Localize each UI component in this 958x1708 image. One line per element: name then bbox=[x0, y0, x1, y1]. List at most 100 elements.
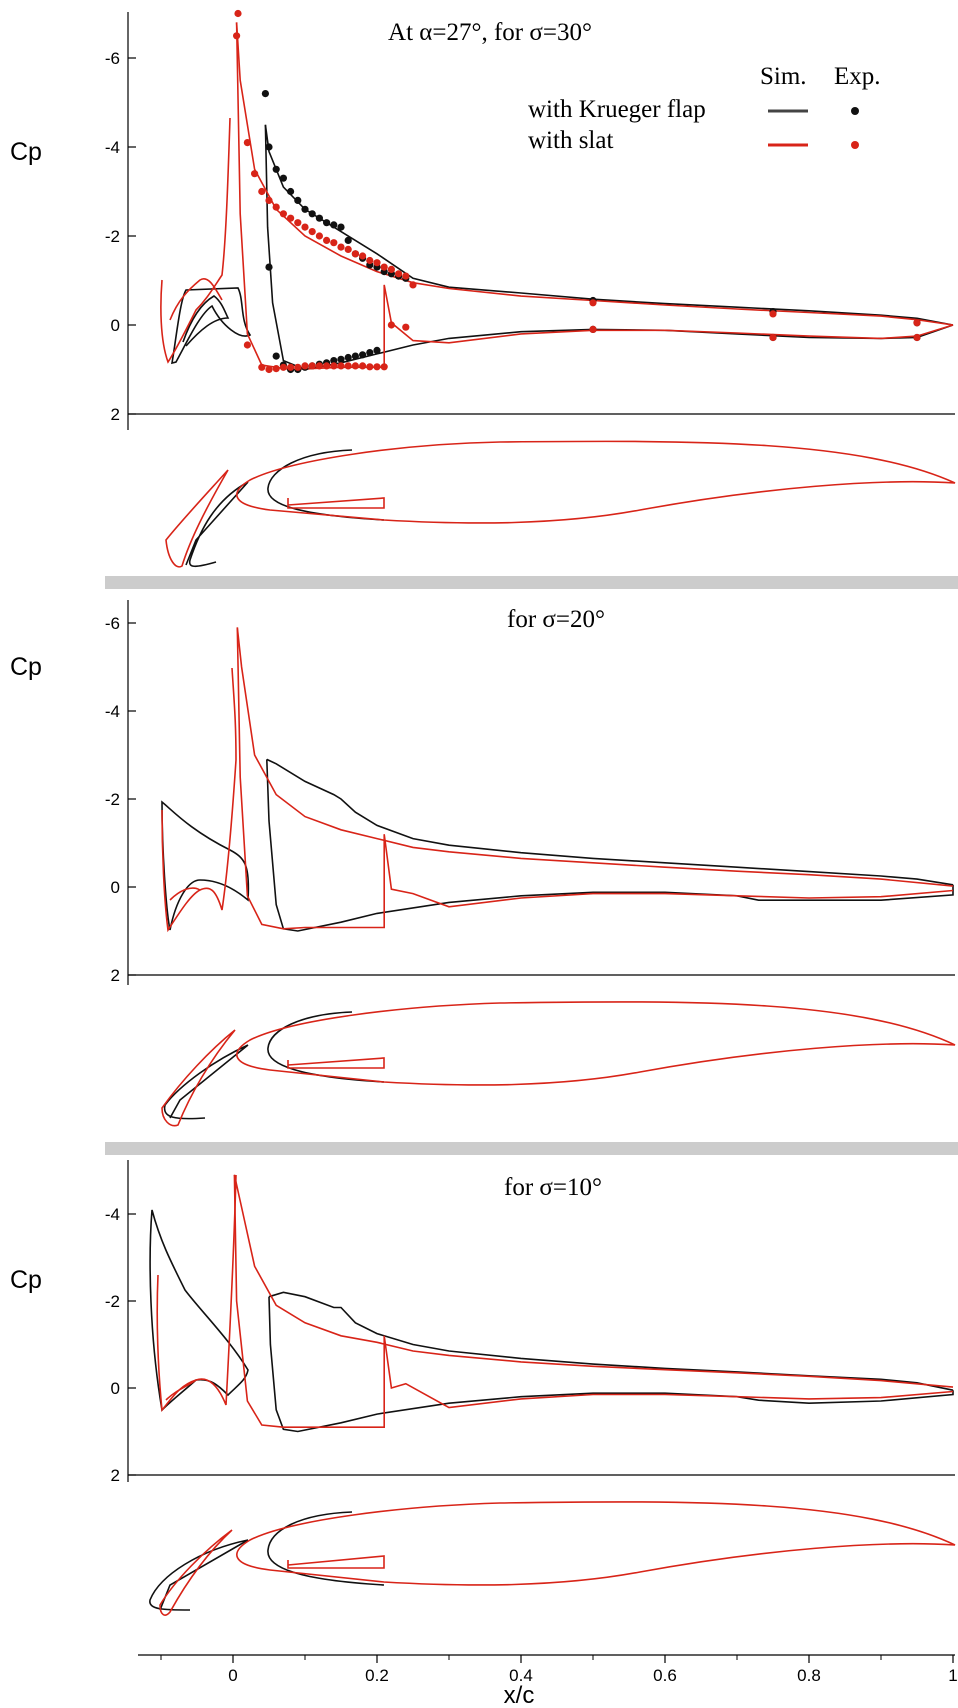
krueger-le-inner-loop bbox=[182, 295, 230, 347]
axes: -6 -4 -2 0 2 bbox=[105, 12, 955, 430]
x-tick-label: 0 bbox=[228, 1666, 237, 1685]
series-line-slat-lower bbox=[233, 1174, 954, 1428]
cp-axis-label: Cp bbox=[10, 653, 42, 681]
exp-point-slat bbox=[589, 325, 597, 333]
y-tick-label: -4 bbox=[105, 138, 120, 157]
legend-dot-krueger bbox=[851, 107, 859, 115]
exp-point-slat bbox=[308, 228, 316, 236]
exp-point-slat bbox=[387, 265, 395, 273]
exp-point-krueger bbox=[351, 352, 359, 360]
krueger-le-cp-loop bbox=[149, 1209, 249, 1412]
exp-point-slat bbox=[258, 363, 266, 371]
exp-point-slat bbox=[330, 239, 338, 247]
exp-point-krueger bbox=[308, 210, 316, 218]
exp-point-slat bbox=[323, 362, 331, 370]
exp-point-slat bbox=[589, 299, 597, 307]
series-group bbox=[233, 9, 954, 374]
series-line-krueger-upper bbox=[266, 758, 954, 886]
exp-point-krueger bbox=[337, 355, 345, 363]
exp-point-slat bbox=[373, 259, 381, 267]
panel-sigma-20: for σ=20° Cp -6 -4 -2 0 2 bbox=[10, 600, 956, 1127]
airfoil-geometry-sigma-10 bbox=[149, 1501, 956, 1616]
x-tick-label: 1 bbox=[948, 1666, 957, 1685]
exp-point-slat bbox=[234, 9, 242, 18]
exp-point-krueger bbox=[301, 205, 309, 213]
krueger-flap bbox=[185, 481, 249, 568]
panel-separator-2 bbox=[105, 1142, 958, 1155]
panel-sigma-30: At α=27°, for σ=30° Cp Sim. Exp. with Kr… bbox=[10, 9, 956, 568]
exp-point-slat bbox=[265, 196, 273, 204]
exp-point-slat bbox=[251, 170, 259, 178]
exp-point-krueger bbox=[261, 90, 269, 98]
exp-point-krueger bbox=[373, 346, 381, 354]
panel-title: for σ=10° bbox=[504, 1174, 602, 1201]
y-tick-label: 0 bbox=[111, 878, 120, 897]
exp-point-slat bbox=[315, 232, 323, 240]
exp-point-krueger bbox=[344, 353, 352, 362]
exp-point-slat bbox=[272, 365, 280, 373]
exp-point-slat bbox=[402, 323, 410, 331]
legend-label-slat: with slat bbox=[528, 127, 613, 154]
slat-main-element bbox=[236, 1501, 956, 1586]
exp-point-slat bbox=[308, 362, 316, 370]
exp-point-slat bbox=[769, 310, 777, 318]
cp-axis-label: Cp bbox=[10, 1266, 42, 1294]
exp-point-slat bbox=[380, 263, 388, 271]
exp-point-slat bbox=[373, 363, 381, 371]
slat-cove bbox=[287, 497, 385, 509]
exp-point-krueger bbox=[279, 174, 287, 182]
exp-point-slat bbox=[344, 245, 352, 253]
airfoil-geometry-sigma-30 bbox=[165, 440, 956, 568]
exp-point-slat bbox=[323, 236, 331, 244]
krueger-le-cp-loop bbox=[161, 800, 250, 931]
y-tick-label: -2 bbox=[105, 227, 120, 246]
series-line-krueger-lower bbox=[266, 759, 954, 932]
exp-point-slat bbox=[279, 363, 287, 371]
exp-point-slat bbox=[337, 243, 345, 251]
exp-point-slat bbox=[287, 363, 295, 371]
exp-point-slat bbox=[258, 187, 266, 196]
exp-point-slat bbox=[315, 362, 323, 370]
exp-point-slat bbox=[366, 363, 374, 371]
exp-point-krueger bbox=[294, 196, 302, 204]
series-line-slat-upper bbox=[236, 627, 954, 887]
axes: -6 -4 -2 0 2 bbox=[105, 600, 955, 985]
y-tick-label: 2 bbox=[111, 1466, 120, 1485]
slat-le-cp-loop bbox=[160, 117, 231, 364]
exp-point-krueger bbox=[287, 187, 295, 196]
legend-dot-slat bbox=[851, 141, 859, 149]
y-tick-label: -4 bbox=[105, 1205, 120, 1224]
airfoil-geometry-sigma-20 bbox=[161, 1001, 956, 1127]
exp-point-slat bbox=[351, 250, 359, 258]
krueger-flap bbox=[163, 1044, 249, 1120]
series-line-slat-lower bbox=[236, 627, 954, 930]
legend-header-exp: Exp. bbox=[834, 63, 881, 90]
exp-point-slat bbox=[265, 365, 273, 374]
slat-le-cp-loop bbox=[161, 667, 237, 933]
x-tick-label: 0.6 bbox=[653, 1666, 677, 1685]
krueger-le-cp-loop bbox=[171, 287, 252, 365]
exp-point-krueger bbox=[330, 221, 338, 229]
exp-point-slat bbox=[330, 362, 338, 370]
exp-point-krueger bbox=[272, 352, 280, 360]
exp-point-krueger bbox=[265, 263, 273, 271]
exp-point-krueger bbox=[337, 223, 345, 231]
krueger-main-element bbox=[267, 449, 385, 521]
exp-point-slat bbox=[366, 256, 374, 265]
exp-point-krueger bbox=[330, 357, 338, 365]
leading-edge-cp-detail bbox=[160, 117, 252, 365]
slat-element bbox=[165, 469, 229, 568]
slat-main-element bbox=[236, 440, 956, 524]
y-tick-label: 0 bbox=[111, 1379, 120, 1398]
series-line-slat-upper bbox=[233, 1174, 954, 1388]
exp-point-slat bbox=[344, 362, 352, 370]
exp-point-krueger bbox=[366, 349, 374, 357]
legend-label-krueger: with Krueger flap bbox=[528, 96, 706, 123]
slat-main-element bbox=[236, 1001, 956, 1086]
series-group bbox=[233, 1174, 954, 1433]
exp-point-slat bbox=[243, 139, 251, 147]
slat-le-inner-loop bbox=[169, 278, 223, 321]
exp-point-krueger bbox=[359, 351, 367, 359]
exp-point-slat bbox=[279, 210, 287, 218]
